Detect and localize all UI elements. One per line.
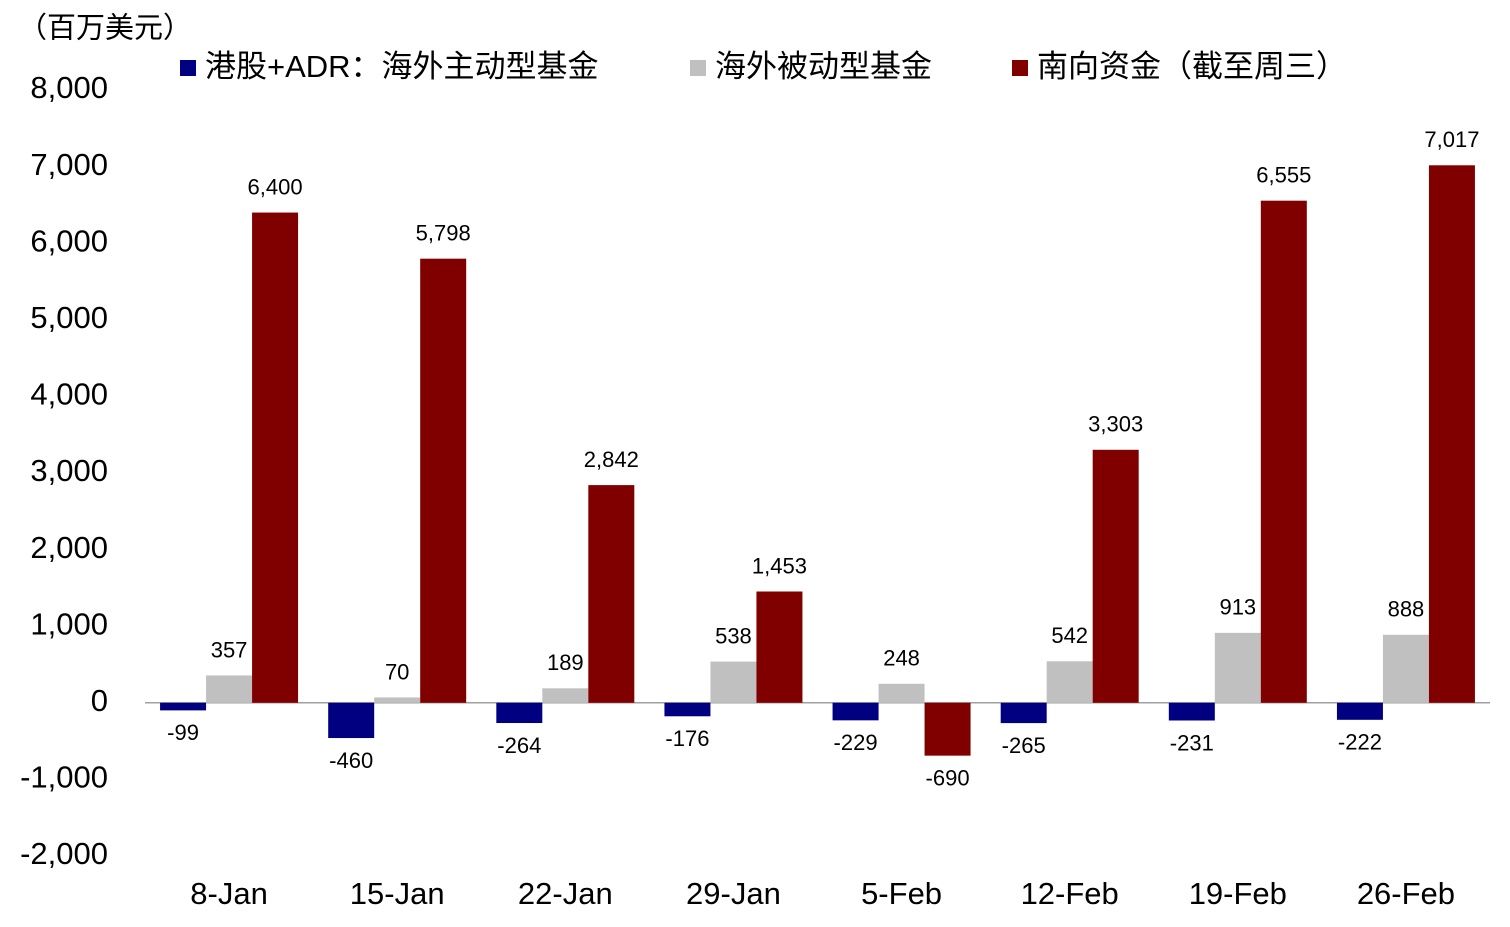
data-label: 3,303 bbox=[1088, 412, 1143, 437]
y-axis-unit: （百万美元） bbox=[18, 12, 192, 45]
bar bbox=[160, 702, 207, 711]
y-tick-label: -1,000 bbox=[20, 760, 108, 795]
bar bbox=[328, 702, 375, 739]
bar bbox=[1428, 165, 1475, 703]
y-tick-label: -2,000 bbox=[20, 836, 108, 871]
data-label: -264 bbox=[497, 733, 541, 758]
data-label: -265 bbox=[1002, 733, 1046, 758]
y-tick-label: 5,000 bbox=[30, 300, 108, 335]
x-tick-label: 22-Jan bbox=[518, 876, 613, 911]
data-label: -222 bbox=[1338, 730, 1382, 755]
bar bbox=[542, 688, 589, 703]
bar bbox=[374, 697, 421, 703]
data-label: 1,453 bbox=[752, 553, 807, 578]
x-tick-label: 8-Jan bbox=[190, 876, 268, 911]
x-tick-label: 12-Feb bbox=[1021, 876, 1119, 911]
bar bbox=[496, 702, 543, 724]
bar bbox=[832, 702, 879, 721]
x-tick-label: 26-Feb bbox=[1357, 876, 1455, 911]
bar bbox=[252, 212, 299, 703]
data-label: -176 bbox=[665, 726, 709, 751]
data-label: 2,842 bbox=[584, 447, 639, 472]
bar bbox=[924, 702, 971, 756]
data-label: 6,555 bbox=[1256, 162, 1311, 187]
data-label: -99 bbox=[167, 720, 199, 745]
x-tick-label: 29-Jan bbox=[686, 876, 781, 911]
bar bbox=[206, 675, 253, 703]
bar bbox=[1046, 661, 1093, 703]
data-label: -690 bbox=[926, 765, 970, 790]
bar bbox=[588, 485, 635, 703]
legend-swatch bbox=[180, 60, 196, 76]
data-label: 70 bbox=[385, 659, 409, 684]
legend-swatch bbox=[1012, 60, 1028, 76]
data-label: 888 bbox=[1388, 597, 1425, 622]
bar bbox=[1092, 449, 1139, 703]
bar bbox=[1000, 702, 1047, 724]
bar bbox=[878, 683, 925, 703]
y-tick-label: 6,000 bbox=[30, 223, 108, 258]
legend-label: 南向资金（截至周三） bbox=[1037, 49, 1347, 84]
data-label: 913 bbox=[1219, 595, 1256, 620]
bar bbox=[420, 258, 467, 703]
data-label: -231 bbox=[1170, 730, 1214, 755]
data-label: 357 bbox=[211, 637, 248, 662]
y-tick-label: 7,000 bbox=[30, 147, 108, 182]
x-tick-label: 5-Feb bbox=[861, 876, 942, 911]
legend-swatch bbox=[690, 60, 706, 76]
bar bbox=[1382, 634, 1429, 703]
legend-label: 海外被动型基金 bbox=[715, 49, 932, 84]
x-tick-label: 19-Feb bbox=[1189, 876, 1287, 911]
y-tick-label: 0 bbox=[91, 683, 108, 718]
bar bbox=[710, 661, 757, 703]
bar bbox=[1260, 200, 1307, 703]
y-tick-label: 4,000 bbox=[30, 377, 108, 412]
bar bbox=[1214, 632, 1261, 703]
bar bbox=[1168, 702, 1215, 721]
legend-label: 港股+ADR：海外主动型基金 bbox=[205, 49, 599, 84]
data-label: 248 bbox=[883, 646, 920, 671]
x-tick-label: 15-Jan bbox=[350, 876, 445, 911]
data-label: 189 bbox=[547, 650, 584, 675]
bar bbox=[1336, 702, 1383, 720]
data-label: -229 bbox=[834, 730, 878, 755]
data-label: 7,017 bbox=[1424, 127, 1479, 152]
data-label: 542 bbox=[1051, 623, 1088, 648]
data-label: 538 bbox=[715, 623, 752, 648]
y-tick-label: 1,000 bbox=[30, 606, 108, 641]
y-tick-label: 8,000 bbox=[30, 70, 108, 105]
data-label: -460 bbox=[329, 748, 373, 773]
data-label: 5,798 bbox=[416, 220, 471, 245]
bar bbox=[756, 591, 803, 703]
data-label: 6,400 bbox=[248, 174, 303, 199]
bar bbox=[664, 702, 711, 717]
y-tick-label: 2,000 bbox=[30, 530, 108, 565]
y-tick-label: 3,000 bbox=[30, 453, 108, 488]
